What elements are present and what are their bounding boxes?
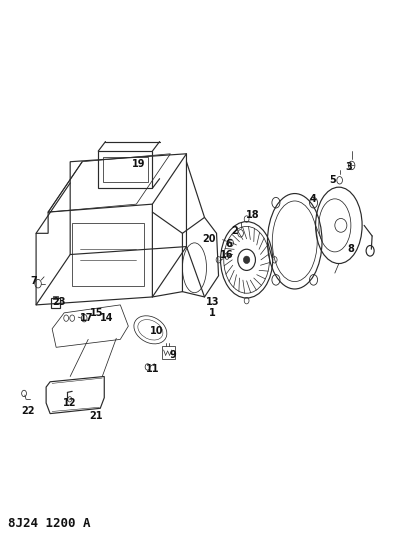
Text: 18: 18: [246, 210, 259, 220]
Text: 21: 21: [89, 411, 103, 421]
Text: 13: 13: [206, 297, 219, 307]
Text: 4: 4: [310, 194, 316, 204]
Text: 6: 6: [225, 239, 232, 249]
Text: 9: 9: [169, 350, 176, 360]
Text: 14: 14: [99, 313, 113, 323]
Text: 1: 1: [209, 308, 216, 318]
Bar: [53, 296, 58, 298]
Text: 20: 20: [202, 233, 215, 244]
Text: 16: 16: [220, 249, 233, 260]
Text: 3: 3: [346, 162, 352, 172]
Text: 22: 22: [21, 406, 35, 416]
Bar: [98, 151, 152, 188]
Text: 15: 15: [89, 308, 103, 318]
Text: 11: 11: [146, 364, 159, 374]
Text: 8J24 1200 A: 8J24 1200 A: [8, 517, 91, 530]
Text: 10: 10: [150, 326, 163, 336]
Text: 23: 23: [53, 297, 66, 307]
Text: 17: 17: [79, 313, 93, 323]
Text: 7: 7: [31, 276, 37, 286]
Bar: [51, 298, 60, 308]
Text: 19: 19: [132, 159, 145, 169]
Ellipse shape: [243, 256, 250, 263]
Bar: [162, 346, 175, 359]
Text: 12: 12: [63, 398, 77, 408]
Text: 2: 2: [231, 225, 238, 236]
Text: 5: 5: [330, 175, 336, 185]
Text: 8: 8: [347, 244, 354, 254]
Bar: [103, 157, 148, 182]
Bar: [72, 223, 144, 286]
